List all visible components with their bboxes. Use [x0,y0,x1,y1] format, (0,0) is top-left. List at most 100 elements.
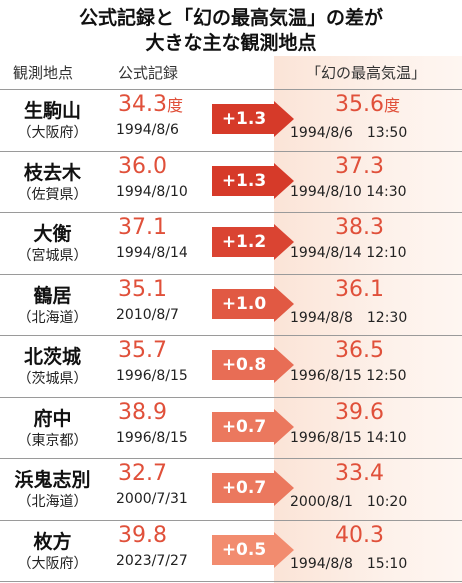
official-temperature: 36.0 [118,154,167,179]
official-temperature: 34.3度 [118,92,183,117]
location-name: 府中 [33,407,72,430]
difference-label: +0.7 [221,478,267,498]
official-date: 2010/8/7 [116,306,179,323]
row-divider [0,458,462,459]
official-temperature: 37.1 [118,215,167,240]
header-phantom: 「幻の最高気温」 [306,64,427,82]
difference-arrow-shape [212,285,294,322]
difference-label: +1.0 [221,293,267,314]
difference-arrow [212,162,294,199]
official-temperature: 32.7 [118,461,167,486]
location-prefecture: （佐賀県） [17,186,88,203]
phantom-temperature: 39.6 [335,400,384,425]
phantom-temperature: 33.4 [335,461,384,486]
difference-arrow-shape [212,531,294,568]
location-name: 枝去木 [23,161,81,184]
row-divider [0,212,462,213]
difference-arrow [212,101,294,137]
official-date: 1994/8/14 [116,245,188,261]
phantom-temperature-number: 37.3 [335,153,384,179]
difference-arrow-shape [212,347,294,383]
location-name: 枚方 [33,530,72,553]
phantom-date-time: 1994/8/10 14:30 [290,183,407,200]
phantom-temperature: 36.1 [335,277,384,302]
location-name: 鶴居 [33,284,72,307]
location-prefecture: （宮城県） [17,248,88,264]
difference-arrow-shape [212,162,294,199]
difference-arrow [212,470,294,506]
location-prefecture: （大阪府） [17,555,88,572]
phantom-temperature: 36.5 [335,338,384,363]
phantom-temperature: 35.6度 [335,92,400,117]
difference-arrow-shape [212,470,294,506]
difference-arrow-shape [212,408,294,445]
phantom-temperature-number: 36.1 [335,276,384,302]
row-divider [0,273,462,275]
difference-arrow [212,408,294,445]
phantom-temperature: 40.3 [335,523,384,548]
row-divider [0,150,462,152]
difference-label: +1.3 [221,170,267,191]
phantom-temperature-number: 39.6 [335,399,384,425]
phantom-date-time: 2000/8/1 10:20 [290,494,408,510]
row-divider [0,396,462,398]
location-prefecture: （茨城県） [17,371,88,387]
chart-title-line1: 公式記録と「幻の最高気温」の差が [78,7,383,29]
official-temperature: 38.9 [118,400,167,425]
location-prefecture: （北海道） [17,494,88,510]
official-temperature-number: 35.7 [118,338,167,363]
phantom-date-time: 1994/8/8 12:30 [290,309,408,326]
phantom-date-time: 1994/8/14 12:10 [290,245,407,261]
phantom-temperature: 37.3 [335,154,384,179]
official-temperature-number: 38.9 [118,399,167,425]
phantom-temperature-unit: 度 [383,96,400,115]
location-name: 生駒山 [23,100,81,122]
official-temperature-number: 37.1 [118,215,167,240]
location-prefecture: （北海道） [17,309,88,326]
phantom-date-time: 1994/8/8 15:10 [290,555,408,572]
row-divider [0,335,462,336]
phantom-temperature: 38.3 [335,215,384,240]
location-name: 大衡 [33,223,72,245]
difference-arrow-shape [212,101,294,137]
official-temperature: 35.1 [118,277,167,302]
difference-arrow [212,531,294,568]
header-official: 公式記録 [118,64,179,82]
official-date: 2023/7/27 [116,552,188,569]
difference-arrow [212,347,294,383]
official-temperature: 35.7 [118,338,167,363]
official-date: 1994/8/10 [116,183,188,200]
official-date: 1994/8/6 [116,122,179,138]
phantom-date-time: 1996/8/15 12:50 [290,368,407,384]
official-temperature-number: 32.7 [118,461,167,486]
phantom-temperature-number: 40.3 [335,522,384,548]
phantom-date-time: 1996/8/15 14:10 [290,429,407,446]
difference-arrow [212,285,294,322]
official-temperature-number: 35.1 [118,276,167,302]
location-name: 浜鬼志別 [14,469,91,491]
location-prefecture: （東京都） [17,432,88,449]
difference-arrow-shape [212,224,294,260]
row-divider [0,581,462,582]
phantom-temperature-number: 33.4 [335,461,384,486]
chart-title-line2: 大きな主な観測地点 [145,32,317,54]
official-temperature-number: 34.3 [118,92,167,117]
phantom-temperature-number: 38.3 [335,215,384,240]
difference-arrow [212,224,294,260]
official-temperature-number: 39.8 [118,522,167,548]
official-temperature-unit: 度 [166,96,183,115]
phantom-date-time: 1994/8/6 13:50 [290,125,408,141]
difference-label: +0.5 [221,539,267,560]
difference-label: +0.8 [221,355,267,375]
header-divider [0,89,462,90]
official-date: 2000/7/31 [116,491,188,507]
difference-label: +1.2 [221,232,267,252]
header-location: 観測地点 [13,64,74,82]
official-temperature-number: 36.0 [118,153,167,179]
official-date: 1996/8/15 [116,429,188,446]
row-divider [0,519,462,521]
location-name: 北茨城 [23,346,81,368]
location-prefecture: （大阪府） [17,125,88,141]
official-temperature: 39.8 [118,523,167,548]
